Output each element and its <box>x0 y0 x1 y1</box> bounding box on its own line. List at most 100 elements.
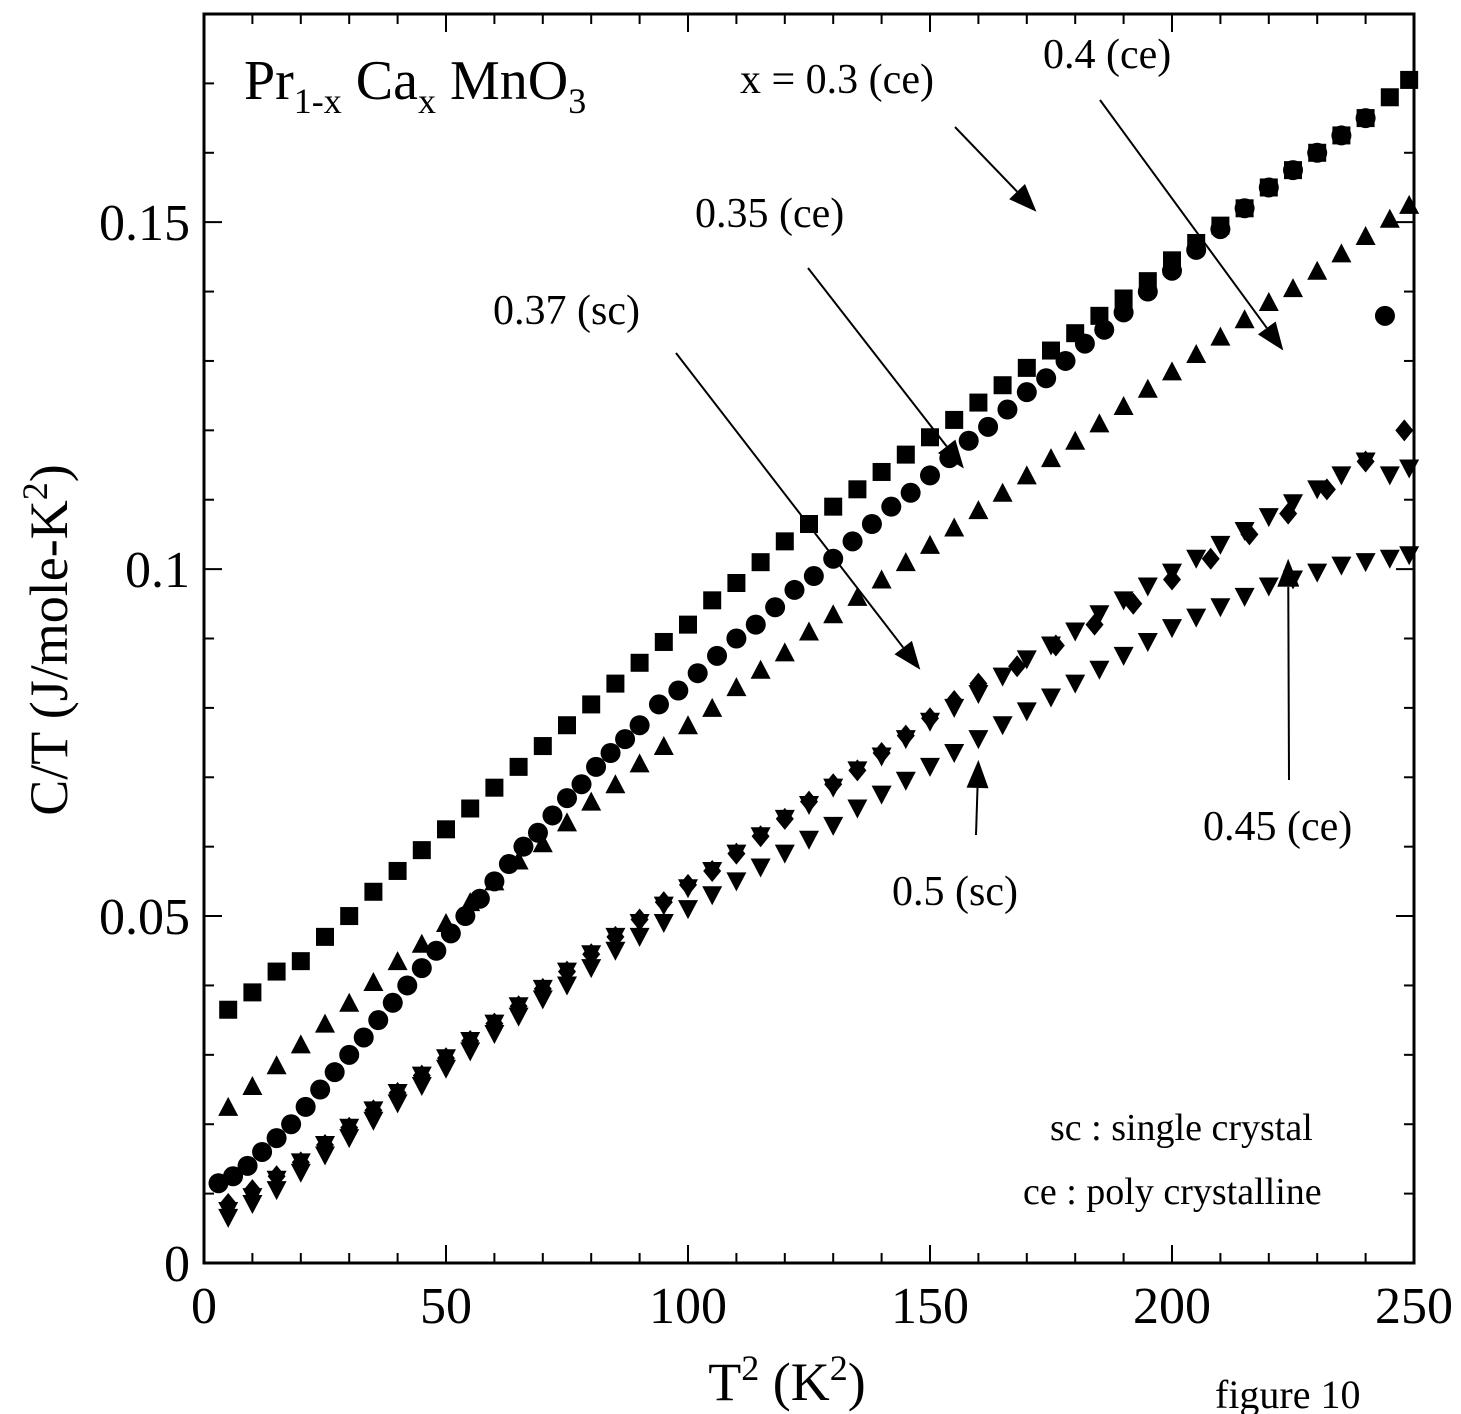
data-point <box>895 771 916 791</box>
annotation-arrow-head <box>1009 183 1037 212</box>
data-point <box>339 1044 360 1065</box>
data-point <box>295 1096 316 1117</box>
data-point <box>460 1042 481 1062</box>
data-point <box>678 715 698 735</box>
data-point <box>340 907 359 926</box>
compound-label: Pr1-x Cax MnO3 <box>244 50 586 121</box>
data-point <box>969 393 988 412</box>
data-point <box>920 465 940 486</box>
data-point <box>1016 465 1037 485</box>
data-point <box>1258 577 1279 597</box>
data-point <box>498 854 519 875</box>
x-tick-label: 250 <box>1375 1278 1453 1335</box>
data-point <box>339 992 360 1012</box>
data-point <box>353 1027 374 1048</box>
series-5 <box>218 546 1420 1228</box>
x-tick-label: 100 <box>649 1278 727 1335</box>
data-point <box>1042 341 1060 360</box>
data-point <box>707 645 728 666</box>
data-point <box>509 757 528 776</box>
data-point <box>290 1034 311 1054</box>
data-point <box>1210 598 1231 618</box>
data-point <box>1234 198 1255 219</box>
data-point <box>411 1066 432 1086</box>
data-point <box>1137 281 1158 302</box>
data-point <box>315 1146 335 1166</box>
data-point <box>557 962 577 982</box>
data-point <box>824 497 843 516</box>
data-point <box>1355 108 1376 129</box>
data-point <box>388 861 407 880</box>
data-point <box>364 882 383 901</box>
data-point <box>653 896 674 916</box>
data-point <box>842 531 863 552</box>
data-point <box>1258 508 1279 528</box>
data-point <box>630 653 649 672</box>
data-point <box>266 1055 287 1075</box>
data-point <box>266 1170 287 1190</box>
data-point <box>252 1141 273 1162</box>
data-point <box>992 482 1013 502</box>
data-point <box>1258 291 1279 311</box>
data-point <box>557 812 577 832</box>
data-point <box>679 615 697 634</box>
data-point <box>1379 208 1400 228</box>
data-point <box>532 979 553 999</box>
data-point <box>542 805 563 826</box>
data-point <box>1016 650 1037 670</box>
data-point <box>460 1031 481 1051</box>
data-point <box>218 1208 239 1228</box>
data-point <box>411 1077 432 1097</box>
data-point <box>586 756 607 777</box>
data-point <box>629 913 650 933</box>
data-point <box>267 962 286 981</box>
data-point <box>847 761 868 781</box>
data-point <box>363 1101 384 1121</box>
data-point <box>605 941 626 961</box>
data-point <box>1065 430 1086 450</box>
data-point <box>242 1195 263 1215</box>
data-point <box>558 716 576 735</box>
annotation-arrow-head <box>966 759 989 789</box>
data-point <box>765 597 786 618</box>
data-point <box>895 730 916 750</box>
data-point <box>606 674 625 693</box>
data-point <box>339 1129 360 1149</box>
data-point <box>1162 260 1182 281</box>
data-point <box>1113 302 1134 323</box>
data-point <box>1094 319 1115 340</box>
data-point <box>237 1155 258 1176</box>
data-point <box>1114 289 1133 308</box>
data-point <box>726 844 747 864</box>
data-point <box>557 976 577 996</box>
data-point <box>1379 466 1400 486</box>
data-point <box>339 1118 360 1138</box>
data-point <box>387 1083 408 1103</box>
data-point <box>872 462 891 481</box>
data-point <box>1162 619 1182 639</box>
data-point <box>382 992 403 1013</box>
data-point <box>774 844 795 864</box>
x-tick-label: 150 <box>891 1278 969 1335</box>
data-point <box>775 532 794 551</box>
data-point <box>1113 591 1134 611</box>
data-point <box>363 971 384 991</box>
data-point <box>653 913 674 933</box>
data-point <box>411 958 432 979</box>
annotation-arrow-line <box>807 267 948 448</box>
y-tick-label: 0.1 <box>125 542 190 599</box>
data-point <box>1113 396 1134 416</box>
x-tick-label: 0 <box>191 1278 217 1335</box>
data-point <box>823 604 844 624</box>
data-point <box>387 951 408 971</box>
data-point <box>1374 305 1395 326</box>
data-point <box>484 1014 505 1034</box>
data-point <box>243 983 262 1002</box>
series-4 <box>218 452 1420 1221</box>
data-point <box>412 841 431 860</box>
data-point <box>1210 219 1231 240</box>
data-point <box>508 1007 529 1027</box>
data-point <box>861 514 882 535</box>
data-point <box>1379 549 1400 569</box>
data-point <box>397 975 418 996</box>
